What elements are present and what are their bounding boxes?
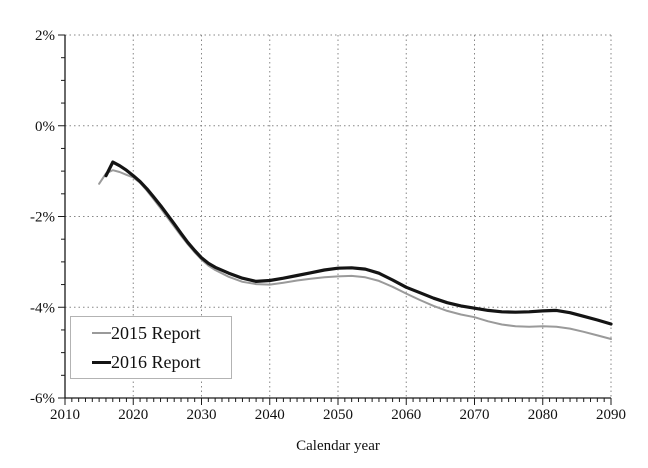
x-tick-label: 2010 [50, 407, 80, 423]
x-tick-label: 2090 [596, 407, 626, 423]
x-axis-title: Calendar year [296, 438, 380, 454]
x-tick-label: 2030 [187, 407, 217, 423]
y-tick-label: -4% [30, 300, 55, 316]
legend-item-2015-report: 2015 Report [92, 319, 231, 347]
x-tick-label: 2070 [460, 407, 490, 423]
legend-item-2016-report: 2016 Report [92, 348, 231, 376]
y-tick-label: 2% [35, 28, 55, 44]
x-tick-label: 2050 [323, 407, 353, 423]
legend: 2015 Report 2016 Report [70, 316, 232, 379]
legend-label-2016: 2016 Report [111, 352, 201, 373]
series-line-2016 [104, 160, 613, 326]
x-tick-label: 2080 [528, 407, 558, 423]
series-line-2015 [98, 169, 612, 340]
legend-line-sample-2016 [92, 360, 111, 364]
x-tick-label: 2040 [255, 407, 285, 423]
y-tick-label: 0% [35, 119, 55, 135]
y-tick-label: -6% [30, 391, 55, 407]
legend-line-sample-2015 [92, 331, 111, 334]
y-tick-label: -2% [30, 210, 55, 226]
legend-label-2015: 2015 Report [111, 322, 201, 343]
x-tick-label: 2020 [118, 407, 148, 423]
x-tick-label: 2060 [391, 407, 421, 423]
